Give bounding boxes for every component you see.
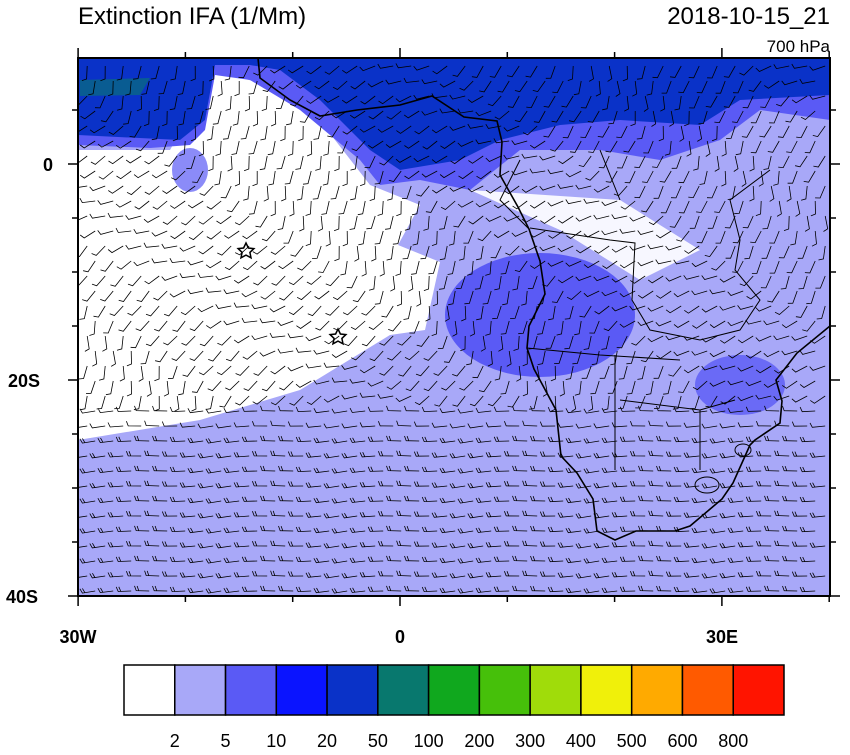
colorbar-box — [174, 664, 227, 716]
colorbar-label: 100 — [414, 731, 444, 750]
colorbar-label: 300 — [515, 731, 545, 750]
colorbar-box — [224, 664, 278, 716]
coastline — [257, 58, 830, 541]
shading-medium — [445, 253, 635, 377]
colorbar-label: 200 — [464, 731, 494, 750]
wind-barb — [78, 63, 829, 594]
tick-marks — [68, 48, 840, 606]
colorbar-box — [427, 664, 481, 716]
colorbar-box — [478, 664, 531, 716]
colorbar-box — [275, 664, 328, 716]
colorbar-label: 800 — [718, 731, 748, 750]
lon-label: 0 — [395, 627, 405, 647]
colorbar-box — [580, 664, 633, 716]
colorbar-label: 50 — [368, 731, 388, 750]
borders — [694, 443, 752, 494]
shading-teal — [80, 78, 150, 96]
colorbar-box — [630, 664, 684, 716]
site-marker — [236, 241, 256, 260]
map-area — [78, 58, 830, 596]
borders — [499, 149, 771, 470]
colorbar-box — [529, 664, 582, 716]
colorbar-label: 600 — [667, 731, 697, 750]
colorbar-label: 20 — [317, 731, 337, 750]
colorbar-label: 400 — [566, 731, 596, 750]
colorbar: 2 5 10 20 50 100 200 300 400 500 600 800 — [123, 664, 785, 751]
axis-ticks — [68, 48, 840, 606]
map-frame — [77, 57, 831, 597]
colorbar-box — [377, 664, 430, 716]
lon-label: 30E — [706, 627, 738, 647]
colorbar-box — [732, 664, 785, 716]
site-marker — [328, 327, 348, 346]
colorbar-box — [326, 664, 379, 716]
colorbar-label: 2 — [170, 731, 180, 750]
wind-barbs — [78, 63, 829, 594]
colorbar-label: 5 — [221, 731, 231, 750]
colorbar-label: 10 — [266, 731, 286, 750]
lat-label: 0 — [43, 155, 53, 175]
lat-label: 40S — [6, 587, 38, 607]
title: Extinction IFA (1/Mm) — [78, 3, 306, 30]
shading-clear — [78, 70, 440, 440]
colorbar-box — [681, 664, 734, 716]
lat-label: 20S — [8, 371, 40, 391]
shading-medium — [695, 355, 785, 415]
lon-label: 30W — [59, 627, 96, 647]
colorbar-label: 500 — [617, 731, 647, 750]
time: 2018-10-15_21 — [667, 3, 830, 30]
colorbar-box — [123, 664, 176, 716]
shading-dark — [78, 58, 830, 170]
shading-medium — [172, 148, 208, 192]
level: 700 hPa — [767, 37, 831, 56]
